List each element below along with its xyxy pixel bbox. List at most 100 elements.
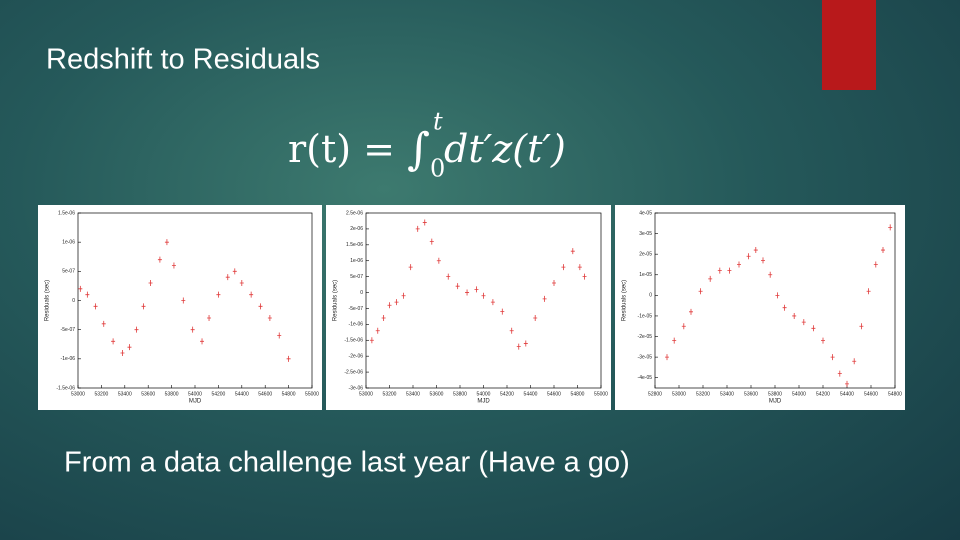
x-tick-label: 54000 [477, 391, 491, 397]
x-tick-label: 54200 [816, 391, 830, 397]
data-point [830, 354, 835, 361]
data-point [157, 256, 162, 263]
data-point [881, 247, 885, 254]
data-point [134, 326, 139, 333]
y-tick-label: -2.5e-06 [344, 369, 363, 375]
data-point [845, 380, 849, 387]
data-point [737, 261, 741, 268]
data-point [801, 319, 806, 326]
data-point [859, 323, 864, 330]
data-point [582, 273, 587, 280]
y-tick-label: -4e-05 [638, 375, 653, 381]
x-tick-label: 53000 [71, 391, 85, 397]
data-point [474, 286, 479, 293]
equation-integral: ∫ [407, 124, 430, 175]
x-tick-label: 54600 [547, 391, 561, 397]
y-tick-label: 5e-07 [62, 269, 75, 275]
x-axis-label: MJD [189, 399, 202, 405]
data-point [216, 291, 221, 298]
data-point [542, 295, 547, 302]
y-tick-label: 1e-06 [350, 258, 363, 264]
data-point [782, 304, 787, 311]
y-tick-label: 1e-06 [62, 239, 75, 245]
data-point [672, 337, 677, 344]
data-point [717, 267, 722, 274]
data-point [111, 338, 116, 345]
y-tick-label: 5e-07 [350, 274, 363, 280]
data-point [394, 299, 399, 306]
plot-panel: 1.5e-061e-065e-070-5e-07-1e-06-1.5e-0653… [38, 205, 322, 410]
data-point [200, 338, 205, 345]
y-axis-label: Residuals (sec) [333, 280, 339, 321]
y-tick-label: 1e-05 [639, 272, 652, 278]
data-point [500, 308, 505, 315]
accent-bar [822, 0, 876, 90]
x-tick-label: 53000 [672, 391, 686, 397]
panel-background [38, 205, 322, 410]
data-point [277, 332, 282, 339]
y-tick-label: 2e-05 [639, 252, 652, 258]
data-point [727, 267, 732, 274]
data-point [436, 257, 441, 264]
y-tick-label: -1e-06 [61, 356, 76, 362]
data-point [811, 325, 816, 332]
data-point [258, 303, 263, 310]
y-tick-label: 0 [72, 298, 75, 304]
data-point [127, 344, 132, 351]
y-tick-label: 3e-05 [639, 231, 652, 237]
data-point [490, 299, 495, 306]
data-point [171, 262, 176, 269]
plot-frame [654, 212, 896, 389]
plot-panel: 2.5e-06 2e-06 1.5e-06 1e-06 5e-07 0 -5e-07 -1e-… [326, 205, 611, 410]
data-point [577, 264, 582, 271]
data-point [369, 337, 374, 344]
data-point [164, 239, 169, 246]
x-tick-label: 53400 [406, 391, 420, 397]
x-tick-label: 54400 [235, 391, 249, 397]
data-point [792, 312, 797, 319]
x-tick-label: 54800 [282, 391, 296, 397]
y-tick-label: -1e-06 [349, 322, 364, 328]
data-point [552, 280, 556, 286]
equation-lhs: r(t) = [288, 127, 407, 171]
x-tick-label: 53800 [165, 391, 179, 397]
x-tick-label: 54800 [888, 391, 902, 397]
data-point [689, 308, 693, 315]
data-point [381, 315, 386, 321]
data-point [85, 291, 90, 298]
panel-background [615, 205, 905, 410]
data-point [141, 303, 146, 310]
data-point [78, 285, 83, 292]
y-tick-label: -1.5e-06 [344, 338, 363, 344]
x-tick-label: 53600 [141, 391, 155, 397]
data-point [190, 326, 195, 333]
y-tick-label: -2e-05 [638, 334, 653, 340]
x-tick-label: 53200 [696, 391, 710, 397]
data-point [148, 280, 153, 286]
data-point [225, 274, 230, 281]
equation: r(t) = ∫ dt′z(t′) [288, 124, 566, 175]
x-tick-label: 53200 [94, 391, 108, 397]
data-point [446, 273, 451, 280]
x-axis-label: MJD [477, 399, 490, 405]
data-point [415, 225, 420, 232]
y-tick-label: -3e-05 [638, 354, 653, 360]
x-tick-label: 53000 [359, 391, 373, 397]
data-point [401, 292, 406, 299]
data-point [746, 253, 751, 260]
x-tick-label: 54000 [792, 391, 806, 397]
data-point [120, 350, 125, 356]
data-point [375, 327, 380, 334]
data-point [753, 247, 758, 254]
y-tick-label: -3e-06 [349, 385, 364, 391]
data-point [101, 320, 106, 327]
x-tick-label: 54000 [188, 391, 202, 397]
data-point [422, 219, 427, 226]
data-point [523, 340, 528, 347]
data-point [852, 358, 857, 365]
y-tick-label: 0 [360, 290, 363, 296]
panel-background [326, 205, 611, 410]
equation-lower: 0 [430, 155, 445, 183]
